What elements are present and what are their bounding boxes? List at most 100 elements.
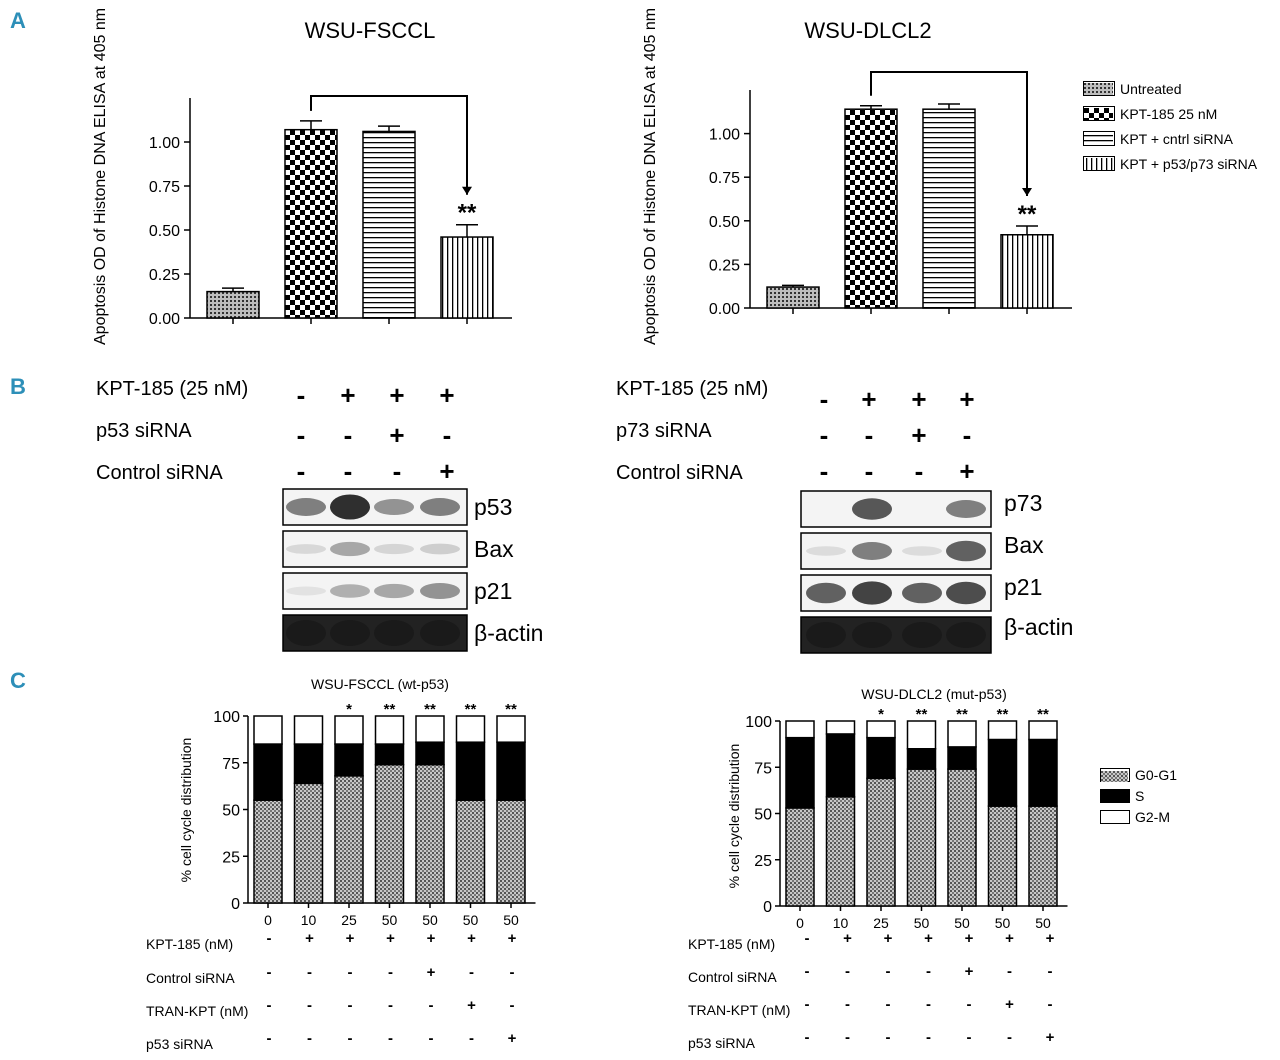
x-tick-label: 0 [264,912,272,928]
stacked-segment [947,746,977,770]
condition-sign: - [266,1030,272,1047]
condition-sign: + [1005,996,1014,1013]
legend-swatch [1083,131,1115,146]
chart-c2: 0 25 50 75 100 0 10 25 * 50 ** 50 ** 50 ** 50 ** [746,706,1068,931]
condition-sign: - [307,964,312,981]
significance-label: * [346,701,352,718]
stacked-segment [825,720,856,735]
blot-sign: + [959,456,975,486]
stacked-segment [1028,805,1058,907]
stacked-segment [415,715,445,743]
blot-band [330,494,370,520]
y-tick-label: 25 [222,849,240,866]
condition-sign: - [266,997,272,1014]
condition-sign: + [467,997,476,1014]
blot-sign: + [389,420,405,450]
condition-sign: - [428,1030,434,1047]
condition-sign: - [428,997,434,1014]
condition-sign: - [1007,963,1012,980]
condition-sign: - [1007,1029,1012,1046]
condition-sign: + [964,963,974,980]
blot-row-label: Control siRNA [96,462,223,484]
blot-sign: + [911,384,927,414]
blot-sign: - [914,456,924,486]
cond-row-label: KPT-185 (nM) [146,936,234,952]
blot-band [286,498,326,516]
condition-sign: - [845,1029,850,1046]
condition-sign: - [885,996,891,1013]
blot-band [374,620,414,646]
cond-row-label: Control siRNA [146,970,235,986]
significance-label: ** [505,701,517,718]
condition-sign: + [305,930,314,947]
condition-sign: + [345,930,355,947]
blot-sign: - [864,456,874,486]
stacked-segment [785,736,815,809]
x-tick-label: 10 [301,912,317,928]
stacked-segment [906,748,937,770]
condition-sign: - [388,964,393,981]
stacked-segment [866,777,896,907]
condition-sign: - [966,996,972,1013]
chart-a-legend: Untreated KPT-185 25 nM KPT + cntrl siRN… [1083,76,1257,176]
blot-bands-right [800,490,992,654]
blot-band [420,582,460,600]
condition-sign: - [347,1030,353,1047]
blot-band [286,544,326,554]
condition-sign: - [469,1030,474,1047]
condition-sign: + [843,930,852,947]
blot-band [420,543,460,555]
bar [766,286,820,309]
stacked-segment [374,743,405,766]
cond-row-label: Control siRNA [688,969,777,985]
blot-sign: - [819,420,829,450]
blot-sign: - [343,420,353,450]
stacked-segment [496,715,526,743]
blot-sign: - [962,420,972,450]
y-tick-label: 75 [754,760,772,777]
blot-band [902,546,942,556]
condition-sign: + [426,964,436,981]
legend-item-p53p73: KPT + p53/p73 siRNA [1083,151,1257,176]
condition-sign: + [924,930,933,947]
blot-row-label: p73 siRNA [616,420,712,442]
cond-row-label: TRAN-KPT (nM) [146,1003,249,1019]
condition-sign: + [426,930,436,947]
legend-item-untreated: Untreated [1083,76,1257,101]
legend-label: Untreated [1120,80,1182,97]
blot-sign: + [911,420,927,450]
condition-sign: - [804,1029,810,1046]
significance-bracket [870,71,1028,197]
bar [440,236,494,319]
chart-c-legend: G0-G1 S G2-M [1100,764,1177,827]
stacked-segment [785,720,815,739]
band-label-beta-actin: β-actin [1004,614,1074,640]
condition-sign: - [845,996,850,1013]
condition-sign: - [845,963,850,980]
x-tick-label: 50 [382,912,398,928]
bar [362,130,416,319]
bar [1000,234,1054,309]
western-blot-left: KPT-185 (25 nM) p53 siRNA Control siRNA … [96,378,566,658]
condition-sign: - [885,963,891,980]
condition-sign: - [966,1029,972,1046]
blot-sign: - [343,456,353,486]
bar [284,128,338,319]
bracket-arrowhead [462,186,472,195]
blot-sign: - [392,456,402,486]
blot-band [806,582,846,604]
blot-band [330,620,370,646]
stacked-segment [866,720,896,739]
bar [206,290,260,319]
panel-label-a: A [10,8,26,33]
condition-sign: + [883,930,893,947]
y-tick-label: 1.00 [709,127,740,144]
y-tick-label: 0.50 [709,214,740,231]
stacked-segment [334,715,364,745]
chart-a2: 0.00 0.25 0.50 0.75 1.00 ** [709,71,1072,318]
condition-sign: - [307,997,312,1014]
stacked-segment [374,763,405,904]
legend-swatch [1100,788,1130,803]
blot-sign: + [439,456,455,486]
legend-item-g2m: G2-M [1100,806,1177,827]
